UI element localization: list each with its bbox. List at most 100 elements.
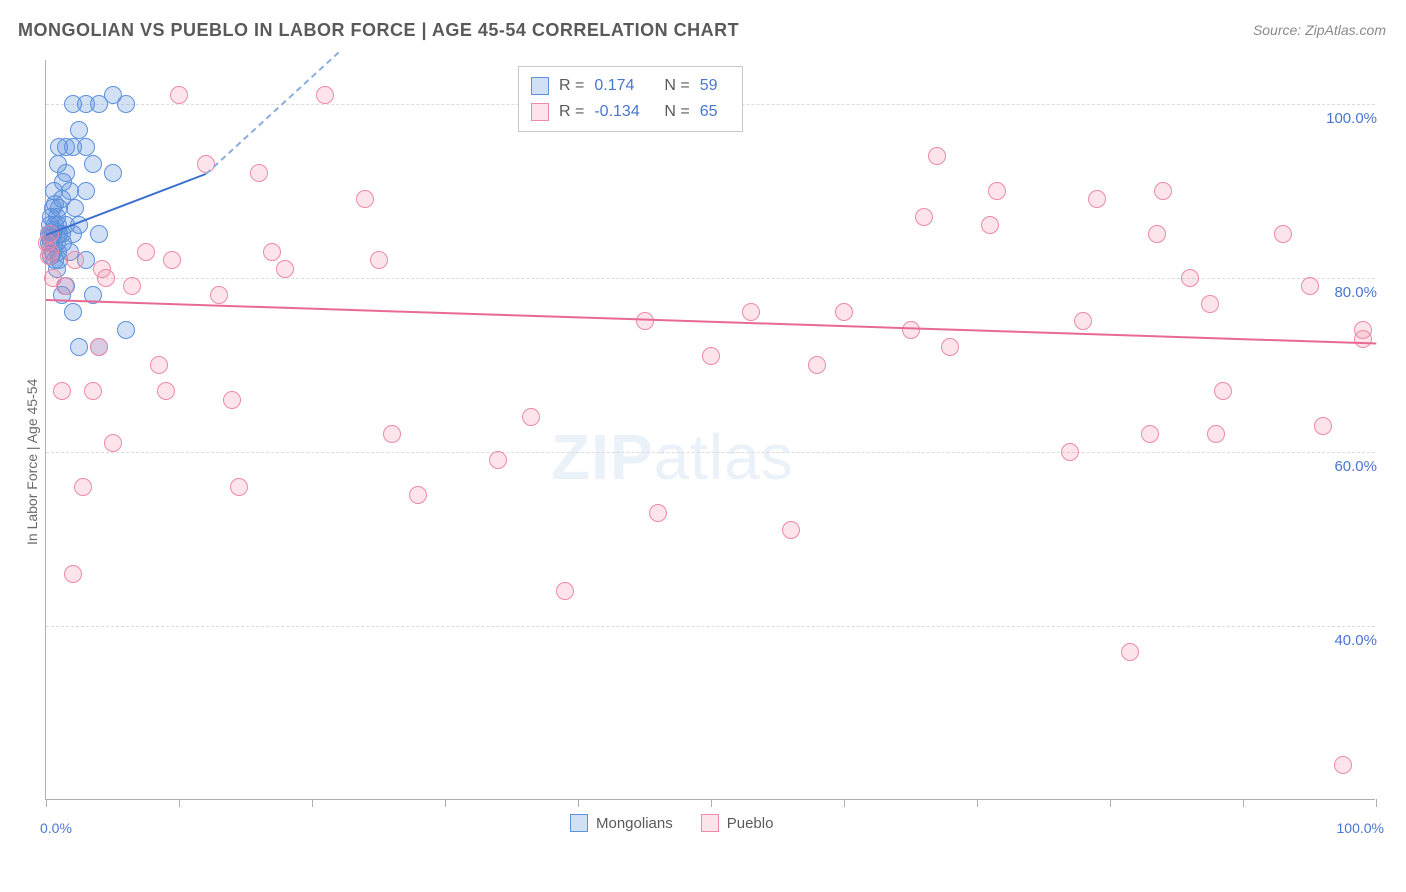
chart-title: MONGOLIAN VS PUEBLO IN LABOR FORCE | AGE… <box>18 20 739 41</box>
point-pueblo <box>1207 425 1225 443</box>
point-pueblo <box>276 260 294 278</box>
source-attribution: Source: ZipAtlas.com <box>1253 22 1386 38</box>
swatch-pueblo-icon <box>701 814 719 832</box>
y-axis-label: In Labor Force | Age 45-54 <box>24 379 40 545</box>
n-label: N = <box>664 103 689 121</box>
point-pueblo <box>636 312 654 330</box>
swatch-mongolians-icon <box>570 814 588 832</box>
point-pueblo <box>53 382 71 400</box>
legend-correlation: R = 0.174 N = 59 R = -0.134 N = 65 <box>518 66 743 132</box>
legend-row-mongolians: R = 0.174 N = 59 <box>531 73 730 99</box>
swatch-mongolians <box>531 77 549 95</box>
point-pueblo <box>742 303 760 321</box>
point-pueblo <box>835 303 853 321</box>
r-value-mongolians: 0.174 <box>594 77 654 95</box>
point-pueblo <box>1301 277 1319 295</box>
point-pueblo <box>74 478 92 496</box>
x-min-label: 0.0% <box>40 820 72 836</box>
x-tick <box>445 799 446 807</box>
point-mongolians <box>77 182 95 200</box>
gridline-h <box>46 626 1375 627</box>
point-pueblo <box>915 208 933 226</box>
x-tick <box>711 799 712 807</box>
x-tick <box>977 799 978 807</box>
point-pueblo <box>170 86 188 104</box>
point-pueblo <box>522 408 540 426</box>
point-pueblo <box>556 582 574 600</box>
legend-item-mongolians: Mongolians <box>570 814 673 832</box>
point-pueblo <box>123 277 141 295</box>
y-tick-label: 100.0% <box>1326 110 1377 127</box>
point-pueblo <box>64 565 82 583</box>
x-tick <box>46 799 47 807</box>
y-tick-label: 40.0% <box>1334 632 1377 649</box>
point-pueblo <box>808 356 826 374</box>
x-tick <box>179 799 180 807</box>
point-mongolians <box>66 199 84 217</box>
point-pueblo <box>370 251 388 269</box>
x-max-label: 100.0% <box>1337 820 1384 836</box>
point-pueblo <box>316 86 334 104</box>
x-tick <box>312 799 313 807</box>
legend-label-pueblo: Pueblo <box>727 815 774 832</box>
point-pueblo <box>1354 321 1372 339</box>
point-mongolians <box>104 164 122 182</box>
point-pueblo <box>104 434 122 452</box>
point-pueblo <box>230 478 248 496</box>
point-pueblo <box>1154 182 1172 200</box>
point-pueblo <box>137 243 155 261</box>
point-pueblo <box>90 338 108 356</box>
point-mongolians <box>117 321 135 339</box>
point-pueblo <box>649 504 667 522</box>
point-pueblo <box>1141 425 1159 443</box>
point-pueblo <box>150 356 168 374</box>
n-value-mongolians: 59 <box>700 77 730 95</box>
point-pueblo <box>97 269 115 287</box>
point-pueblo <box>1334 756 1352 774</box>
point-pueblo <box>163 251 181 269</box>
point-pueblo <box>1214 382 1232 400</box>
plot-area: ZIPatlas 40.0%60.0%80.0%100.0% <box>45 60 1375 800</box>
x-tick <box>1243 799 1244 807</box>
watermark: ZIPatlas <box>551 420 794 494</box>
point-pueblo <box>941 338 959 356</box>
legend-series: Mongolians Pueblo <box>570 814 773 832</box>
x-tick <box>1376 799 1377 807</box>
watermark-atlas: atlas <box>654 421 794 493</box>
point-pueblo <box>988 182 1006 200</box>
gridline-h <box>46 278 1375 279</box>
point-mongolians <box>77 138 95 156</box>
point-mongolians <box>90 225 108 243</box>
n-value-pueblo: 65 <box>700 103 730 121</box>
r-label: R = <box>559 77 584 95</box>
point-pueblo <box>263 243 281 261</box>
point-mongolians <box>84 155 102 173</box>
x-tick <box>844 799 845 807</box>
point-pueblo <box>250 164 268 182</box>
point-mongolians <box>70 121 88 139</box>
point-pueblo <box>1274 225 1292 243</box>
trendline-dashed <box>205 52 339 175</box>
point-pueblo <box>702 347 720 365</box>
legend-item-pueblo: Pueblo <box>701 814 774 832</box>
point-mongolians <box>117 95 135 113</box>
point-pueblo <box>41 243 59 261</box>
r-value-pueblo: -0.134 <box>594 103 654 121</box>
watermark-zip: ZIP <box>551 421 654 493</box>
point-pueblo <box>1088 190 1106 208</box>
point-pueblo <box>902 321 920 339</box>
point-pueblo <box>157 382 175 400</box>
point-pueblo <box>1148 225 1166 243</box>
point-pueblo <box>1201 295 1219 313</box>
point-pueblo <box>981 216 999 234</box>
point-mongolians <box>64 303 82 321</box>
legend-row-pueblo: R = -0.134 N = 65 <box>531 99 730 125</box>
point-pueblo <box>197 155 215 173</box>
point-mongolians <box>70 338 88 356</box>
point-pueblo <box>928 147 946 165</box>
swatch-pueblo <box>531 103 549 121</box>
y-tick-label: 60.0% <box>1334 458 1377 475</box>
point-mongolians <box>57 164 75 182</box>
point-pueblo <box>1314 417 1332 435</box>
n-label: N = <box>664 77 689 95</box>
